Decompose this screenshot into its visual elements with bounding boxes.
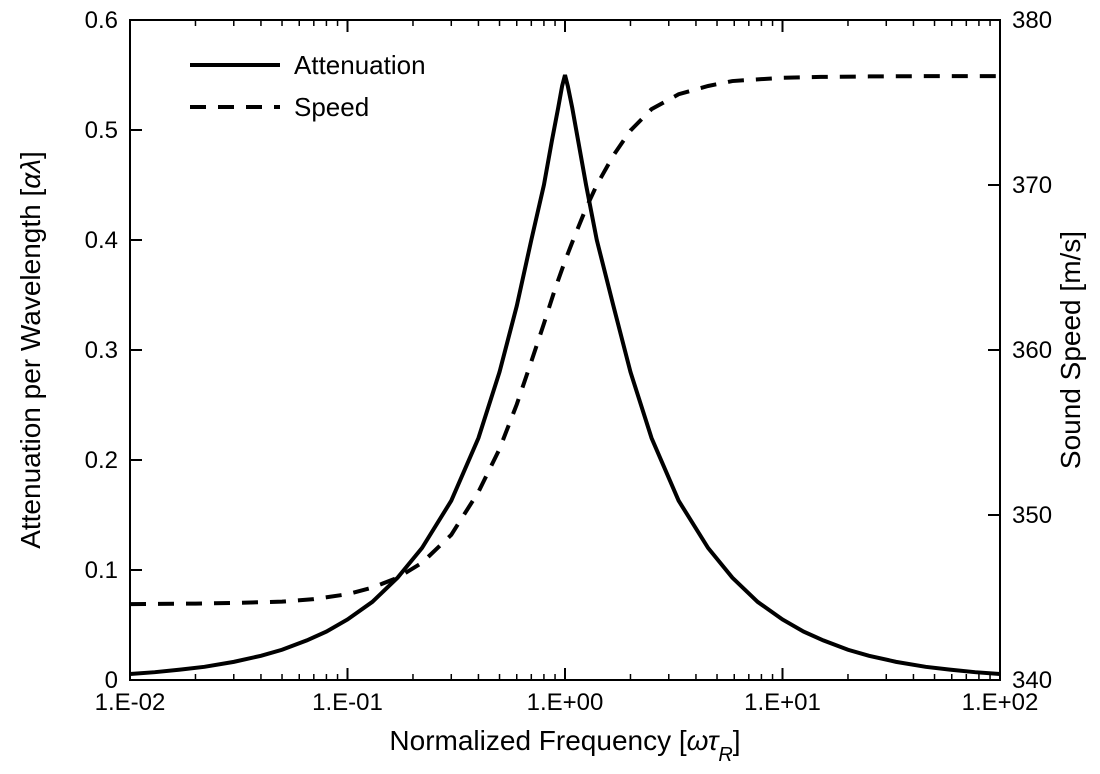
y-left-tick-label: 0.4 <box>85 227 118 254</box>
y-right-tick-label: 370 <box>1012 172 1052 199</box>
y-left-tick-label: 0.6 <box>85 7 118 34</box>
y-left-tick-label: 0.2 <box>85 447 118 474</box>
x-axis-label: Normalized Frequency [ωτR] <box>389 725 740 766</box>
plot-border <box>130 20 1000 680</box>
y-right-tick-label: 340 <box>1012 667 1052 694</box>
x-tick-label: 1.E-01 <box>312 689 383 716</box>
y-left-tick-label: 0.1 <box>85 557 118 584</box>
legend-label: Attenuation <box>294 50 426 80</box>
y-left-axis-label: Attenuation per Wavelength [αλ] <box>15 151 46 549</box>
y-right-tick-label: 350 <box>1012 502 1052 529</box>
y-left-tick-label: 0.3 <box>85 337 118 364</box>
x-tick-label: 1.E+01 <box>744 689 821 716</box>
x-tick-label: 1.E+00 <box>527 689 604 716</box>
y-right-axis-label: Sound Speed [m/s] <box>1055 231 1086 469</box>
legend-label: Speed <box>294 92 369 122</box>
y-left-tick-label: 0 <box>105 667 118 694</box>
y-right-tick-label: 380 <box>1012 7 1052 34</box>
dual-axis-line-chart: 1.E-021.E-011.E+001.E+011.E+0200.10.20.3… <box>0 0 1100 774</box>
series-attenuation <box>130 75 1000 674</box>
y-left-tick-label: 0.5 <box>85 117 118 144</box>
chart-container: 1.E-021.E-011.E+001.E+011.E+0200.10.20.3… <box>0 0 1100 774</box>
series-speed <box>130 76 1000 604</box>
y-right-tick-label: 360 <box>1012 337 1052 364</box>
